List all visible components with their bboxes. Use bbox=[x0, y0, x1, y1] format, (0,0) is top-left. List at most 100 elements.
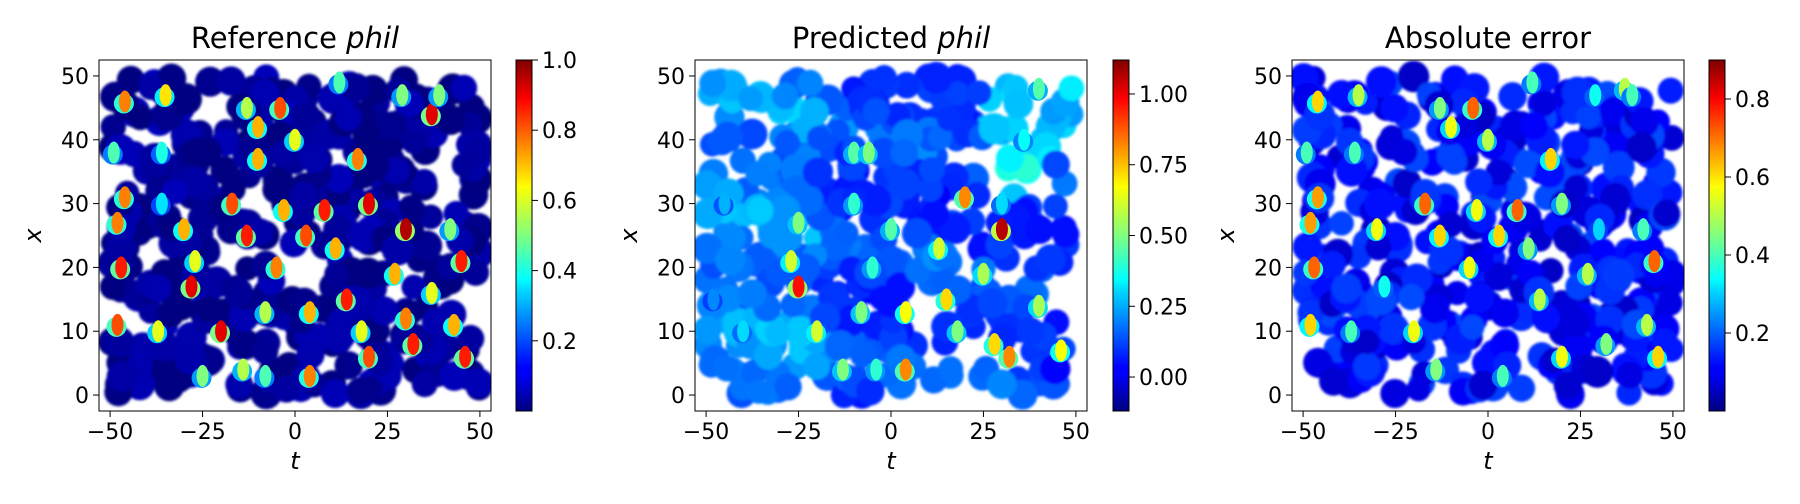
data-point bbox=[399, 218, 412, 241]
x-tick-label: −50 bbox=[87, 420, 133, 445]
chart-title: Predicted phil bbox=[792, 21, 990, 55]
data-point bbox=[1482, 128, 1494, 151]
data-point bbox=[1378, 275, 1391, 298]
data-point bbox=[988, 332, 1001, 355]
background-marker bbox=[738, 86, 764, 112]
data-points bbox=[702, 77, 1071, 382]
data-point bbox=[899, 301, 912, 324]
y-tick-label: 20 bbox=[657, 256, 685, 281]
background-marker bbox=[1319, 367, 1348, 396]
background-marker bbox=[1003, 89, 1034, 119]
data-point bbox=[1311, 90, 1324, 113]
background-marker bbox=[707, 127, 736, 156]
colorbar-tick-label: 0.4 bbox=[542, 260, 577, 285]
background-marker bbox=[995, 144, 1025, 173]
data-point bbox=[362, 345, 375, 368]
data-point bbox=[1600, 332, 1613, 355]
background-marker bbox=[824, 330, 856, 362]
background-marker bbox=[745, 160, 771, 187]
panel-2: Predicted phil −50 −25 0 25 50 0 10 20 30 40 50 t x 0.… bbox=[615, 21, 1188, 475]
data-point bbox=[351, 147, 364, 170]
background-marker bbox=[1355, 329, 1380, 354]
data-point bbox=[152, 320, 165, 343]
data-point bbox=[111, 211, 124, 234]
background-marker bbox=[862, 98, 890, 125]
data-point bbox=[270, 256, 283, 279]
y-axis-label: x bbox=[19, 228, 47, 244]
data-point bbox=[362, 192, 375, 215]
background-marker bbox=[1365, 66, 1397, 98]
y-tick-label: 10 bbox=[1254, 320, 1282, 345]
background-marker bbox=[1626, 132, 1657, 163]
x-tick-label: −25 bbox=[179, 420, 225, 445]
data-point bbox=[848, 141, 861, 164]
data-point bbox=[1445, 116, 1458, 139]
background-field bbox=[1292, 60, 1684, 410]
background-marker bbox=[803, 352, 831, 380]
data-point bbox=[259, 364, 272, 387]
panel-1: Reference phil −50 −25 0 25 50 0 10 20 30 40 50 t x 0.… bbox=[19, 21, 577, 475]
background-marker bbox=[1600, 182, 1631, 214]
chart-title-main: Absolute error bbox=[1385, 21, 1591, 55]
background-marker bbox=[369, 296, 399, 326]
data-point bbox=[303, 364, 316, 387]
data-point bbox=[237, 358, 250, 381]
background-marker bbox=[196, 296, 223, 323]
background-marker bbox=[1041, 150, 1070, 179]
background-marker bbox=[143, 274, 172, 303]
colorbar-tick-label: 0.6 bbox=[1735, 166, 1770, 191]
chart-title: Absolute error bbox=[1385, 21, 1591, 55]
background-marker bbox=[381, 233, 414, 266]
background-marker bbox=[1553, 371, 1583, 400]
colorbar-tick-label: 0.2 bbox=[542, 330, 577, 355]
background-marker bbox=[780, 292, 806, 318]
background-marker bbox=[1335, 154, 1368, 187]
data-point bbox=[185, 275, 198, 298]
background-marker bbox=[764, 320, 791, 346]
background-marker bbox=[1576, 103, 1602, 129]
background-marker bbox=[793, 185, 824, 216]
data-point bbox=[792, 211, 805, 234]
data-point bbox=[333, 71, 346, 94]
background-marker bbox=[411, 168, 438, 195]
y-tick-label: 0 bbox=[75, 384, 89, 409]
data-point bbox=[355, 320, 368, 343]
background-marker bbox=[341, 72, 371, 103]
background-marker bbox=[1365, 234, 1392, 261]
background-marker bbox=[1629, 107, 1660, 137]
data-point bbox=[1308, 256, 1321, 279]
background-marker bbox=[127, 104, 153, 131]
background-marker bbox=[746, 197, 774, 224]
background-marker bbox=[251, 337, 279, 365]
background-marker bbox=[1331, 273, 1362, 304]
background-marker bbox=[1025, 215, 1055, 245]
background-marker bbox=[464, 368, 491, 398]
data-point bbox=[226, 192, 239, 215]
background-marker bbox=[250, 79, 280, 109]
background-marker bbox=[736, 118, 768, 150]
chart-title-main: Predicted bbox=[792, 21, 937, 55]
data-point bbox=[1511, 198, 1524, 221]
data-point bbox=[118, 186, 131, 209]
data-point bbox=[1311, 186, 1324, 209]
y-tick-label: 0 bbox=[1268, 384, 1282, 409]
data-point bbox=[196, 364, 209, 387]
y-tick-label: 0 bbox=[671, 384, 685, 409]
data-point bbox=[737, 320, 750, 343]
background-marker bbox=[379, 111, 408, 140]
plot-area bbox=[99, 63, 491, 410]
background-marker bbox=[1553, 224, 1582, 253]
x-axis-label: t bbox=[1483, 447, 1494, 475]
background-marker bbox=[320, 379, 350, 408]
background-marker bbox=[771, 82, 799, 110]
data-point bbox=[1348, 141, 1361, 164]
background-marker bbox=[439, 361, 470, 391]
background-marker bbox=[977, 288, 1008, 319]
data-point bbox=[274, 96, 287, 119]
data-point bbox=[1430, 358, 1443, 381]
data-point bbox=[1345, 320, 1358, 343]
y-tick-label: 50 bbox=[657, 65, 685, 90]
data-point bbox=[1496, 364, 1509, 387]
background-marker bbox=[753, 340, 783, 370]
